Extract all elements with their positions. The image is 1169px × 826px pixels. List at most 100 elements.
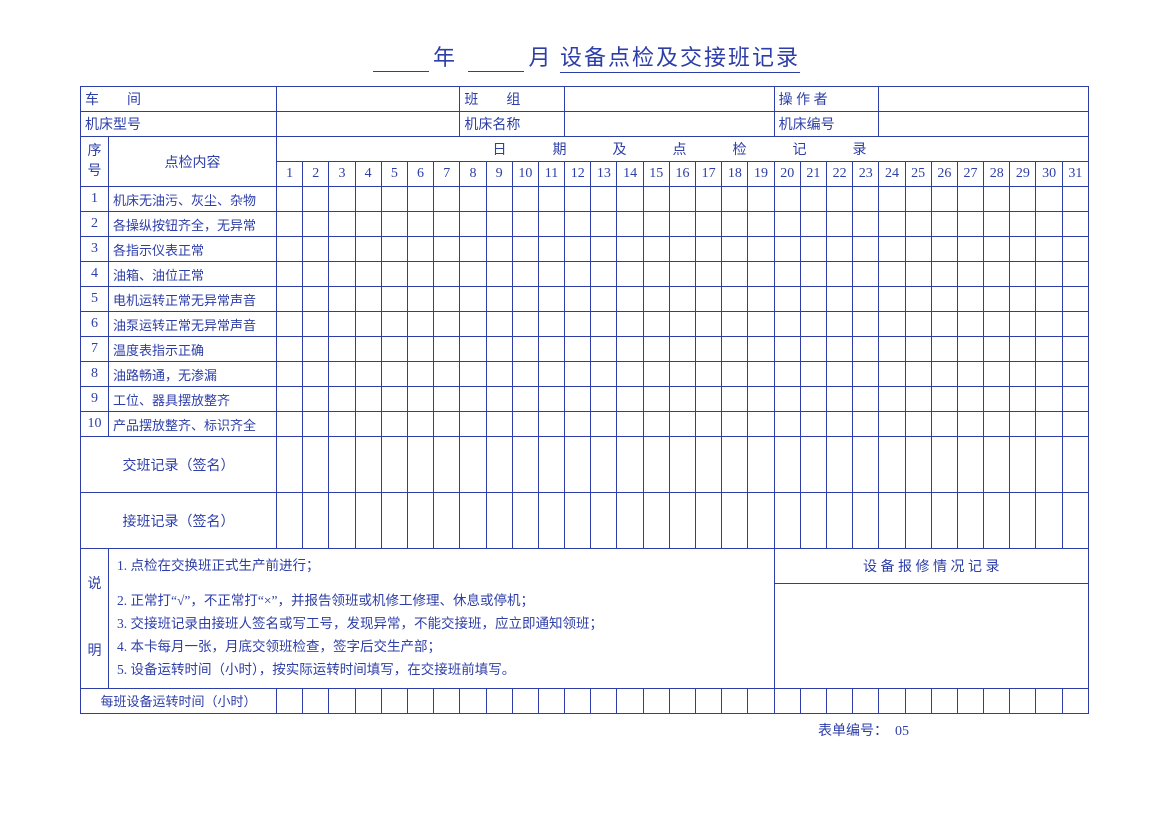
check-cell xyxy=(696,312,722,337)
check-cell xyxy=(853,362,879,387)
check-cell xyxy=(1062,187,1088,212)
operator-label: 操 作 者 xyxy=(774,87,879,112)
check-cell xyxy=(512,187,538,212)
title-rest: 设备点检及交接班记录 xyxy=(560,45,800,73)
check-cell xyxy=(1036,287,1062,312)
check-cell xyxy=(984,237,1010,262)
form-footer: 表单编号： 05 xyxy=(80,720,1089,740)
check-cell xyxy=(748,337,774,362)
check-cell xyxy=(512,287,538,312)
check-cell xyxy=(617,237,643,262)
day-header-10: 10 xyxy=(512,162,538,187)
check-cell xyxy=(538,287,564,312)
check-cell xyxy=(1036,387,1062,412)
check-cell xyxy=(853,412,879,437)
check-cell xyxy=(1010,262,1036,287)
check-cell xyxy=(1010,287,1036,312)
check-cell xyxy=(957,187,983,212)
check-cell xyxy=(486,262,512,287)
item-no: 8 xyxy=(81,362,109,387)
month-char: 月 xyxy=(528,45,552,70)
check-cell xyxy=(434,412,460,437)
check-cell xyxy=(591,187,617,212)
check-cell xyxy=(643,187,669,212)
day-header-19: 19 xyxy=(748,162,774,187)
check-cell xyxy=(800,312,826,337)
footer-value: 05 xyxy=(895,724,909,739)
check-cell xyxy=(1010,212,1036,237)
check-cell xyxy=(696,362,722,387)
check-cell xyxy=(486,187,512,212)
check-cell xyxy=(748,287,774,312)
check-cell xyxy=(905,212,931,237)
check-cell xyxy=(1036,312,1062,337)
check-cell xyxy=(800,212,826,237)
check-cell xyxy=(277,412,303,437)
check-cell xyxy=(617,337,643,362)
check-cell xyxy=(879,412,905,437)
check-cell xyxy=(381,337,407,362)
day-header-29: 29 xyxy=(1010,162,1036,187)
check-cell xyxy=(669,262,695,287)
check-cell xyxy=(591,412,617,437)
item-text: 温度表指示正确 xyxy=(109,337,277,362)
check-cell xyxy=(905,187,931,212)
day-header-2: 2 xyxy=(303,162,329,187)
check-cell xyxy=(748,237,774,262)
day-header-31: 31 xyxy=(1062,162,1088,187)
check-cell xyxy=(669,212,695,237)
check-cell xyxy=(931,187,957,212)
footer-label: 表单编号： xyxy=(818,724,888,739)
day-header-20: 20 xyxy=(774,162,800,187)
check-cell xyxy=(329,337,355,362)
month-slot xyxy=(468,49,524,72)
check-cell xyxy=(931,412,957,437)
check-cell xyxy=(460,337,486,362)
day-header-25: 25 xyxy=(905,162,931,187)
check-cell xyxy=(329,212,355,237)
check-cell xyxy=(303,337,329,362)
instructions-line-1: 1. 点检在交换班正式生产前进行； xyxy=(109,549,775,584)
workshop-value xyxy=(277,87,460,112)
check-cell xyxy=(407,287,433,312)
check-cell xyxy=(774,212,800,237)
check-cell xyxy=(303,287,329,312)
check-cell xyxy=(643,412,669,437)
check-cell xyxy=(696,387,722,412)
check-cell xyxy=(1010,187,1036,212)
check-cell xyxy=(591,262,617,287)
day-header-21: 21 xyxy=(800,162,826,187)
day-header-27: 27 xyxy=(957,162,983,187)
item-row: 2各操纵按钮齐全，无异常 xyxy=(81,212,1089,237)
check-cell xyxy=(748,412,774,437)
check-cell xyxy=(381,212,407,237)
instructions-row-bottom: 2. 正常打“√”，不正常打“×”，并报告领班或机修工修理、休息或停机；3. 交… xyxy=(81,584,1089,688)
check-cell xyxy=(460,287,486,312)
handover-out-row: 交班记录（签名） xyxy=(81,437,1089,493)
check-cell xyxy=(407,262,433,287)
check-cell xyxy=(879,387,905,412)
repair-body xyxy=(774,584,1088,688)
check-cell xyxy=(1062,237,1088,262)
check-cell xyxy=(826,412,852,437)
check-cell xyxy=(957,237,983,262)
check-cell xyxy=(1062,262,1088,287)
check-cell xyxy=(381,237,407,262)
check-cell xyxy=(460,312,486,337)
check-cell xyxy=(1062,412,1088,437)
check-cell xyxy=(984,312,1010,337)
item-row: 7温度表指示正确 xyxy=(81,337,1089,362)
check-cell xyxy=(774,287,800,312)
check-cell xyxy=(355,362,381,387)
check-cell xyxy=(748,387,774,412)
check-cell xyxy=(826,362,852,387)
check-cell xyxy=(984,412,1010,437)
check-cell xyxy=(800,412,826,437)
check-cell xyxy=(512,387,538,412)
check-cell xyxy=(984,387,1010,412)
header-row-2: 机床型号 机床名称 机床编号 xyxy=(81,112,1089,137)
check-cell xyxy=(407,412,433,437)
check-cell xyxy=(879,262,905,287)
check-cell xyxy=(355,187,381,212)
check-cell xyxy=(931,362,957,387)
